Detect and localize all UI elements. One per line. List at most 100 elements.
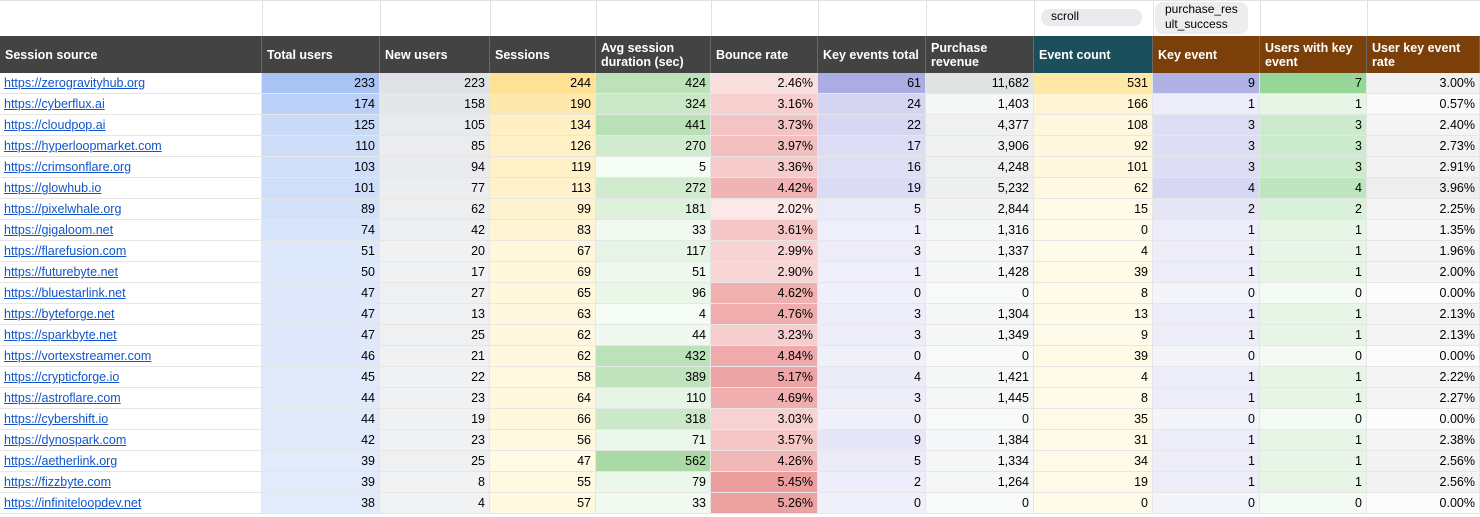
purchase-revenue-cell: 1,264 — [926, 472, 1034, 493]
session-source-link[interactable]: https://futurebyte.net — [4, 265, 118, 279]
session-source-link[interactable]: https://gigaloom.net — [4, 223, 114, 237]
column-header-label: Purchase revenue — [931, 40, 988, 69]
users-with-key-event-cell: 1 — [1260, 430, 1367, 451]
session-source-link[interactable]: https://vortexstreamer.com — [4, 349, 152, 363]
session-source-cell: https://gigaloom.net — [0, 220, 262, 241]
avg-session-duration-cell: 324 — [596, 94, 711, 115]
total-users-cell: 42 — [262, 430, 380, 451]
session-source-link[interactable]: https://zerogravityhub.org — [4, 76, 146, 90]
user-key-event-rate-cell: 2.27% — [1367, 388, 1480, 409]
total-users-cell: 39 — [262, 451, 380, 472]
session-source-link[interactable]: https://crypticforge.io — [4, 370, 120, 384]
bounce-rate-cell: 4.42% — [711, 178, 818, 199]
user-key-event-rate-cell: 0.00% — [1367, 493, 1480, 514]
avg-session-duration-cell: 318 — [596, 409, 711, 430]
purchase-revenue-cell: 1,403 — [926, 94, 1034, 115]
users-with-key-event-cell: 1 — [1260, 304, 1367, 325]
session-source-link[interactable]: https://cybershift.io — [4, 412, 109, 426]
user-key-event-rate-cell: 3.00% — [1367, 73, 1480, 94]
event-count-cell: 531 — [1034, 73, 1153, 94]
event-count-cell: 62 — [1034, 178, 1153, 199]
purchase-revenue-cell: 1,428 — [926, 262, 1034, 283]
user-key-event-rate-cell: 2.73% — [1367, 136, 1480, 157]
sessions-cell: 62 — [490, 325, 596, 346]
session-source-link[interactable]: https://aetherlink.org — [4, 454, 118, 468]
session-source-link[interactable]: https://dynospark.com — [4, 433, 127, 447]
total-users-cell: 47 — [262, 325, 380, 346]
key-events-total-cell: 1 — [818, 220, 926, 241]
column-header-sessions[interactable]: Sessions — [490, 36, 596, 73]
user-key-event-rate-cell: 2.56% — [1367, 472, 1480, 493]
column-header-event-count[interactable]: Event count — [1034, 36, 1153, 73]
grid-line — [818, 0, 819, 36]
users-with-key-event-cell: 1 — [1260, 220, 1367, 241]
total-users-cell: 74 — [262, 220, 380, 241]
users-with-key-event-cell: 1 — [1260, 472, 1367, 493]
avg-session-duration-cell: 44 — [596, 325, 711, 346]
users-with-key-event-cell: 7 — [1260, 73, 1367, 94]
bounce-rate-cell: 2.99% — [711, 241, 818, 262]
purchase-revenue-cell: 1,384 — [926, 430, 1034, 451]
sessions-cell: 99 — [490, 199, 596, 220]
event-count-cell: 108 — [1034, 115, 1153, 136]
column-header-key-events-total[interactable]: Key events total — [818, 36, 926, 73]
new-users-cell: 42 — [380, 220, 490, 241]
new-users-cell: 85 — [380, 136, 490, 157]
session-source-link[interactable]: https://cloudpop.ai — [4, 118, 106, 132]
total-users-cell: 44 — [262, 388, 380, 409]
session-source-link[interactable]: https://astroflare.com — [4, 391, 121, 405]
session-source-link[interactable]: https://hyperloopmarket.com — [4, 139, 162, 153]
key-event-filter-chip[interactable]: purchase_result_success — [1155, 2, 1248, 34]
column-header-purchase-revenue[interactable]: Purchase revenue — [926, 36, 1034, 73]
session-source-link[interactable]: https://glowhub.io — [4, 181, 102, 195]
session-source-cell: https://cyberflux.ai — [0, 94, 262, 115]
event-count-filter-chip[interactable]: scroll — [1041, 9, 1142, 26]
key-event-cell: 4 — [1153, 178, 1260, 199]
key-events-total-cell: 4 — [818, 367, 926, 388]
column-header-label: Users with key event — [1265, 40, 1353, 69]
session-source-link[interactable]: https://byteforge.net — [4, 307, 115, 321]
new-users-cell: 4 — [380, 493, 490, 514]
sessions-cell: 57 — [490, 493, 596, 514]
event-count-cell: 8 — [1034, 388, 1153, 409]
column-header-new-users[interactable]: New users — [380, 36, 490, 73]
column-header-label: Avg session duration (sec) — [601, 40, 684, 69]
bounce-rate-cell: 3.23% — [711, 325, 818, 346]
total-users-cell: 125 — [262, 115, 380, 136]
column-header-bounce-rate[interactable]: Bounce rate — [711, 36, 818, 73]
key-event-cell: 1 — [1153, 241, 1260, 262]
session-source-link[interactable]: https://bluestarlink.net — [4, 286, 126, 300]
session-source-link[interactable]: https://flarefusion.com — [4, 244, 127, 258]
column-header-user-key-event-rate[interactable]: User key event rate — [1367, 36, 1480, 73]
avg-session-duration-cell: 4 — [596, 304, 711, 325]
total-users-cell: 110 — [262, 136, 380, 157]
purchase-revenue-cell: 4,377 — [926, 115, 1034, 136]
key-event-cell: 1 — [1153, 430, 1260, 451]
purchase-revenue-cell: 1,337 — [926, 241, 1034, 262]
column-header-users-with-key-event[interactable]: Users with key event — [1260, 36, 1367, 73]
session-source-link[interactable]: https://cyberflux.ai — [4, 97, 105, 111]
bounce-rate-cell: 3.73% — [711, 115, 818, 136]
column-header-label: New users — [385, 47, 448, 62]
column-header-avg-session-duration[interactable]: Avg session duration (sec) — [596, 36, 711, 73]
column-header-total-users[interactable]: Total users — [262, 36, 380, 73]
bounce-rate-cell: 5.45% — [711, 472, 818, 493]
purchase-revenue-cell: 1,316 — [926, 220, 1034, 241]
event-count-cell: 19 — [1034, 472, 1153, 493]
column-header-session-source[interactable]: Session source — [0, 36, 262, 73]
bounce-rate-cell: 2.02% — [711, 199, 818, 220]
avg-session-duration-cell: 117 — [596, 241, 711, 262]
session-source-link[interactable]: https://crimsonflare.org — [4, 160, 132, 174]
session-source-link[interactable]: https://infiniteloopdev.net — [4, 496, 142, 510]
event-count-cell: 31 — [1034, 430, 1153, 451]
session-source-link[interactable]: https://sparkbyte.net — [4, 328, 117, 342]
session-source-link[interactable]: https://fizzbyte.com — [4, 475, 111, 489]
total-users-cell: 38 — [262, 493, 380, 514]
key-events-total-cell: 19 — [818, 178, 926, 199]
event-count-cell: 166 — [1034, 94, 1153, 115]
column-header-key-event[interactable]: Key event — [1153, 36, 1260, 73]
purchase-revenue-cell: 1,334 — [926, 451, 1034, 472]
total-users-cell: 47 — [262, 304, 380, 325]
session-source-link[interactable]: https://pixelwhale.org — [4, 202, 122, 216]
user-key-event-rate-cell: 2.22% — [1367, 367, 1480, 388]
